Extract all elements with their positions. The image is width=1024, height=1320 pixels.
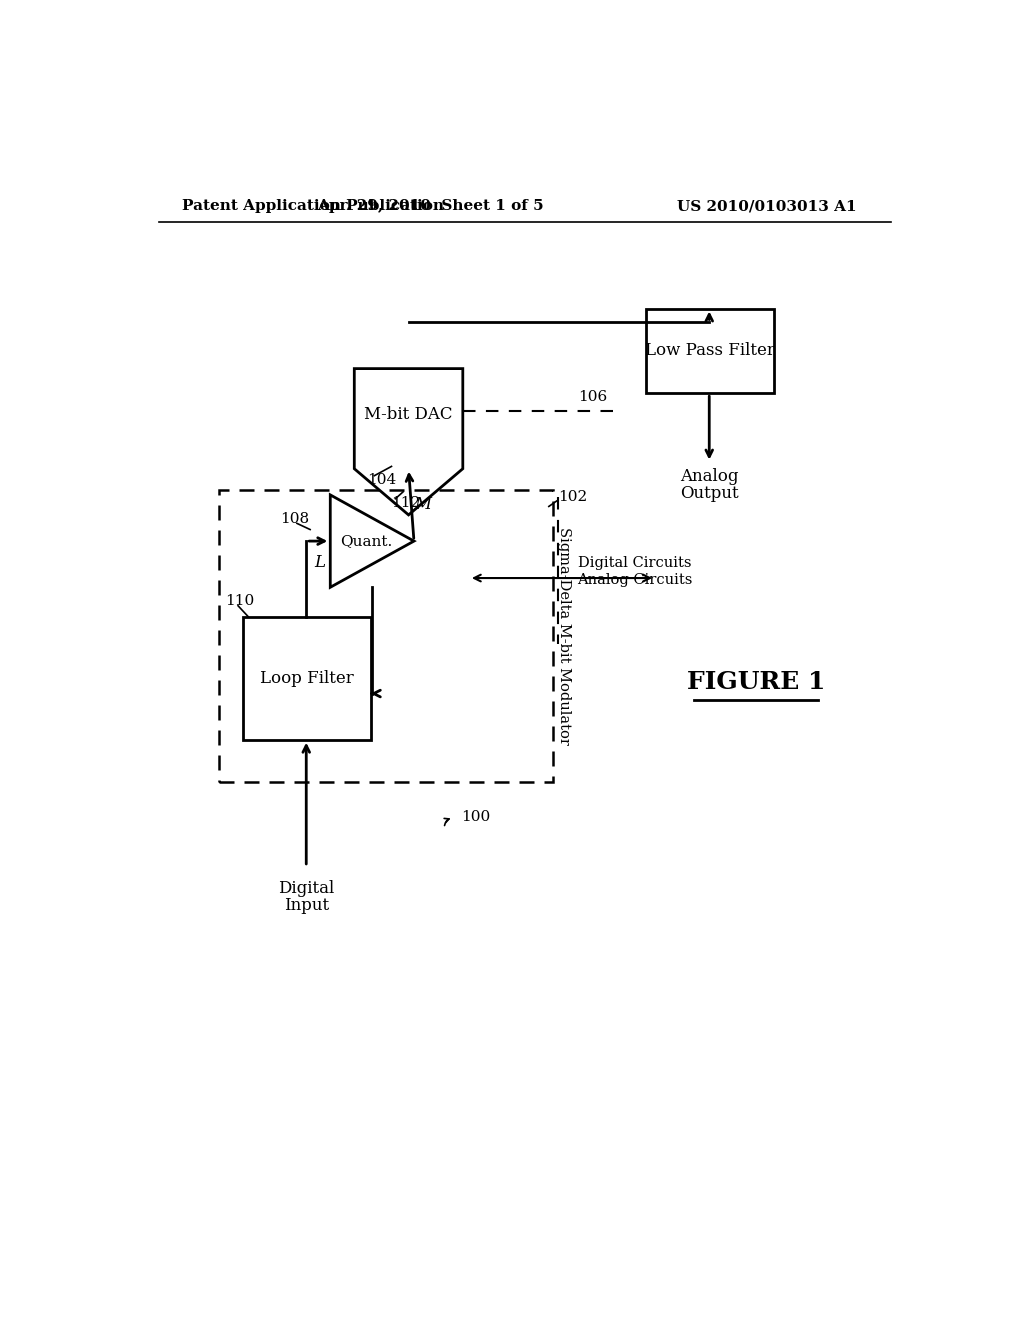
Text: Analog Circuits: Analog Circuits [578, 573, 693, 587]
Bar [219, 490, 553, 781]
Polygon shape [354, 368, 463, 515]
Text: Input: Input [284, 896, 329, 913]
Text: Output: Output [680, 484, 738, 502]
Text: M: M [414, 496, 431, 513]
Text: 112: 112 [391, 496, 421, 511]
Text: 104: 104 [367, 474, 396, 487]
Text: US 2010/0103013 A1: US 2010/0103013 A1 [677, 199, 856, 213]
Bar [646, 309, 773, 393]
Text: 102: 102 [558, 490, 588, 504]
Text: Low Pass Filter: Low Pass Filter [645, 342, 774, 359]
Text: Loop Filter: Loop Filter [260, 669, 353, 686]
Text: Quant.: Quant. [340, 535, 392, 548]
Text: FIGURE 1: FIGURE 1 [686, 671, 825, 694]
FancyArrowPatch shape [444, 818, 450, 825]
Text: L: L [314, 554, 326, 572]
Text: 100: 100 [461, 809, 490, 824]
Text: 110: 110 [225, 594, 254, 609]
Polygon shape [331, 495, 414, 587]
Text: Sigma-Delta M-bit Modulator: Sigma-Delta M-bit Modulator [557, 527, 571, 744]
Text: 108: 108 [280, 512, 309, 525]
Bar [243, 616, 371, 739]
Text: Digital: Digital [279, 880, 335, 896]
Text: Apr. 29, 2010  Sheet 1 of 5: Apr. 29, 2010 Sheet 1 of 5 [317, 199, 544, 213]
Text: 106: 106 [578, 391, 607, 404]
Text: Analog: Analog [680, 467, 738, 484]
Text: Patent Application Publication: Patent Application Publication [182, 199, 444, 213]
Text: Digital Circuits: Digital Circuits [578, 556, 691, 570]
Text: M-bit DAC: M-bit DAC [365, 407, 453, 424]
